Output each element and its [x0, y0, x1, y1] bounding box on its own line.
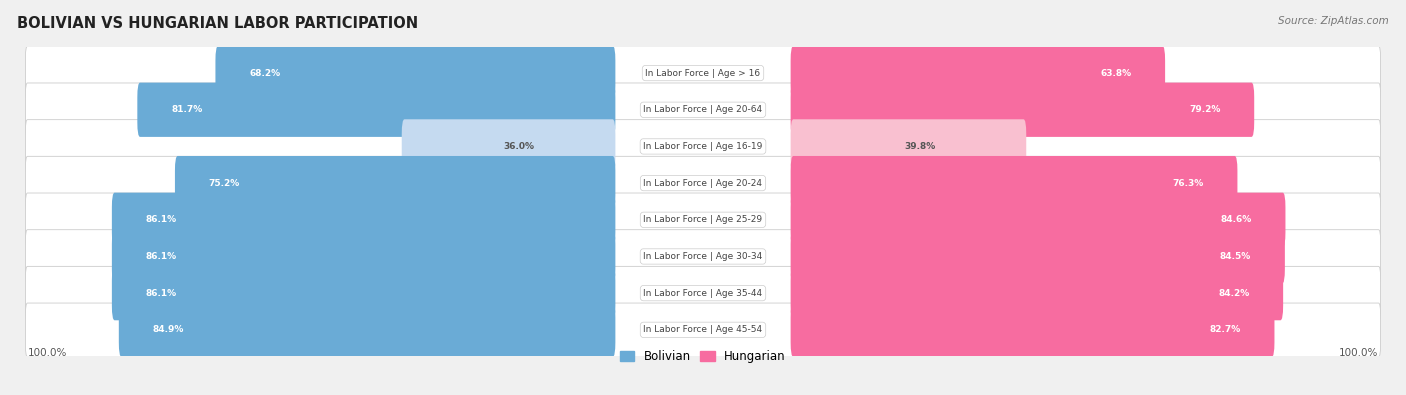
- FancyBboxPatch shape: [25, 156, 1381, 210]
- Text: In Labor Force | Age 45-54: In Labor Force | Age 45-54: [644, 325, 762, 334]
- FancyBboxPatch shape: [790, 83, 1254, 137]
- Text: 76.3%: 76.3%: [1173, 179, 1204, 188]
- Text: 100.0%: 100.0%: [28, 348, 67, 357]
- Text: 86.1%: 86.1%: [146, 215, 177, 224]
- Text: 84.2%: 84.2%: [1218, 289, 1250, 298]
- FancyBboxPatch shape: [112, 266, 616, 320]
- Text: 36.0%: 36.0%: [503, 142, 534, 151]
- FancyBboxPatch shape: [790, 46, 1166, 100]
- Text: In Labor Force | Age 25-29: In Labor Force | Age 25-29: [644, 215, 762, 224]
- FancyBboxPatch shape: [25, 303, 1381, 357]
- FancyBboxPatch shape: [25, 120, 1381, 173]
- FancyBboxPatch shape: [112, 193, 616, 247]
- FancyBboxPatch shape: [112, 229, 616, 284]
- Text: 81.7%: 81.7%: [172, 105, 202, 114]
- Text: In Labor Force | Age 20-64: In Labor Force | Age 20-64: [644, 105, 762, 114]
- FancyBboxPatch shape: [790, 193, 1285, 247]
- FancyBboxPatch shape: [25, 229, 1381, 283]
- FancyBboxPatch shape: [25, 266, 1381, 320]
- FancyBboxPatch shape: [402, 119, 616, 173]
- Text: 79.2%: 79.2%: [1189, 105, 1220, 114]
- FancyBboxPatch shape: [25, 83, 1381, 137]
- FancyBboxPatch shape: [25, 193, 1381, 246]
- FancyBboxPatch shape: [215, 46, 616, 100]
- FancyBboxPatch shape: [174, 156, 616, 210]
- Text: In Labor Force | Age > 16: In Labor Force | Age > 16: [645, 69, 761, 77]
- Text: In Labor Force | Age 16-19: In Labor Force | Age 16-19: [644, 142, 762, 151]
- FancyBboxPatch shape: [790, 229, 1285, 284]
- FancyBboxPatch shape: [790, 119, 1026, 173]
- FancyBboxPatch shape: [790, 303, 1274, 357]
- Text: 68.2%: 68.2%: [249, 69, 280, 77]
- Text: In Labor Force | Age 35-44: In Labor Force | Age 35-44: [644, 289, 762, 298]
- Text: 86.1%: 86.1%: [146, 289, 177, 298]
- Text: In Labor Force | Age 30-34: In Labor Force | Age 30-34: [644, 252, 762, 261]
- FancyBboxPatch shape: [25, 46, 1381, 100]
- Legend: Bolivian, Hungarian: Bolivian, Hungarian: [616, 346, 790, 368]
- Text: 63.8%: 63.8%: [1099, 69, 1132, 77]
- Text: Source: ZipAtlas.com: Source: ZipAtlas.com: [1278, 16, 1389, 26]
- Text: 39.8%: 39.8%: [904, 142, 935, 151]
- Text: 82.7%: 82.7%: [1209, 325, 1240, 334]
- Text: 84.6%: 84.6%: [1220, 215, 1251, 224]
- Text: BOLIVIAN VS HUNGARIAN LABOR PARTICIPATION: BOLIVIAN VS HUNGARIAN LABOR PARTICIPATIO…: [17, 16, 418, 31]
- FancyBboxPatch shape: [790, 266, 1284, 320]
- Text: 86.1%: 86.1%: [146, 252, 177, 261]
- Text: 75.2%: 75.2%: [209, 179, 240, 188]
- Text: 84.9%: 84.9%: [153, 325, 184, 334]
- FancyBboxPatch shape: [120, 303, 616, 357]
- Text: In Labor Force | Age 20-24: In Labor Force | Age 20-24: [644, 179, 762, 188]
- FancyBboxPatch shape: [790, 156, 1237, 210]
- FancyBboxPatch shape: [138, 83, 616, 137]
- Text: 84.5%: 84.5%: [1220, 252, 1251, 261]
- Text: 100.0%: 100.0%: [1339, 348, 1378, 357]
